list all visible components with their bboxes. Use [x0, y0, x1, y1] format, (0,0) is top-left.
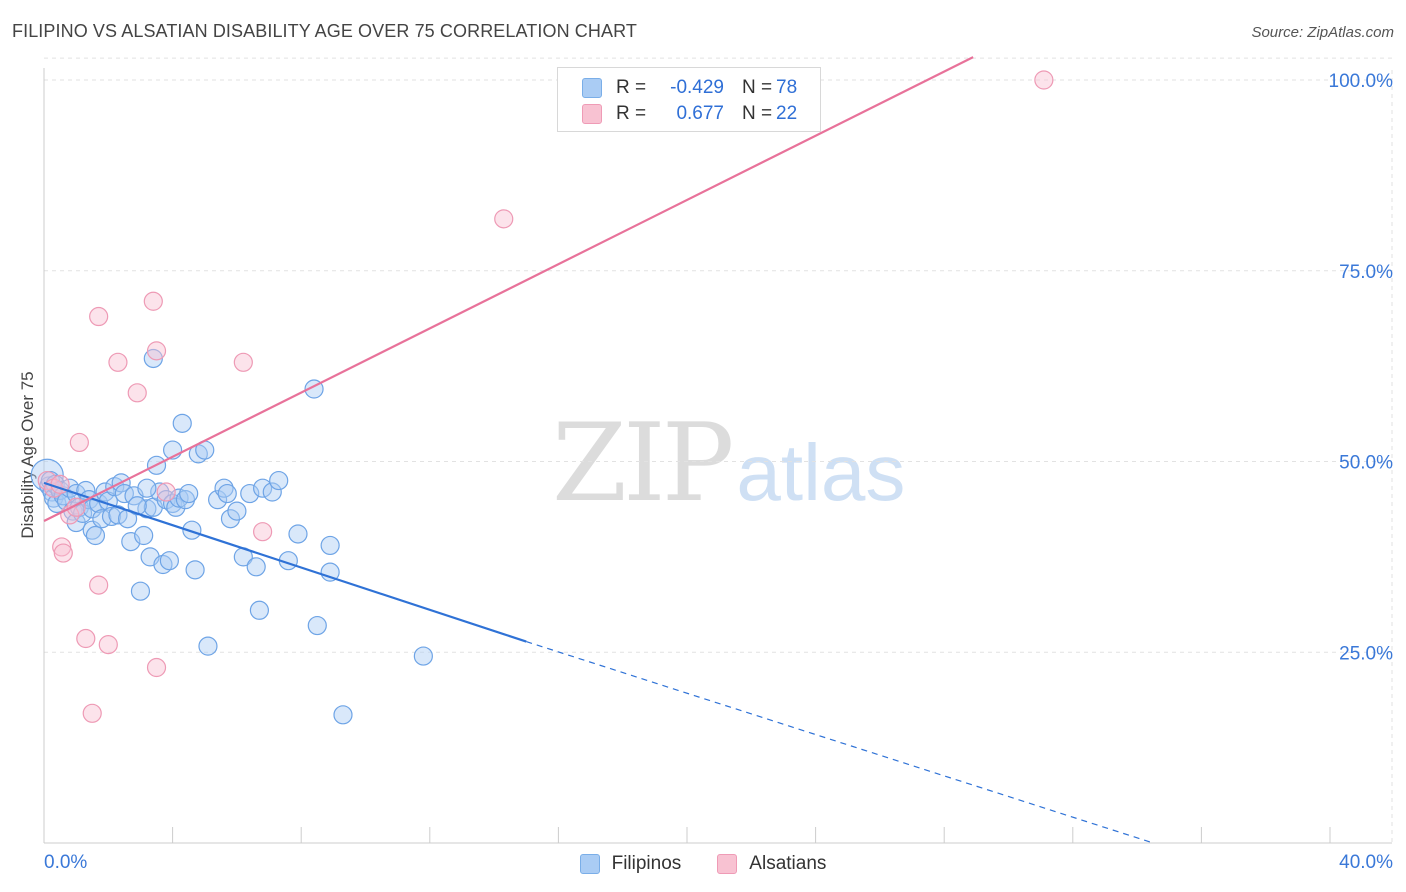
filipinos-point: [333, 705, 353, 725]
correlation-legend: R = -0.429 N = 78 R = 0.677 N = 22: [557, 67, 821, 132]
filipinos-point: [108, 505, 128, 525]
legend-item-filipinos[interactable]: Filipinos: [579, 853, 682, 875]
alsatians-point: [82, 703, 102, 723]
alsatians-point: [69, 432, 89, 453]
y-tick-label-50: 50.0%: [1339, 453, 1393, 474]
filipinos-point: [179, 483, 199, 504]
alsatians-legend-label: Alsatians: [749, 853, 827, 874]
alsatians-point: [89, 306, 109, 327]
alsatians-point: [146, 657, 167, 678]
filipinos-point: [101, 506, 122, 527]
filipinos-legend-swatch: [579, 854, 600, 874]
filipinos-point: [320, 535, 340, 556]
filipinos-point: [130, 581, 151, 601]
filipinos-point: [246, 557, 266, 577]
filipinos-point: [262, 482, 282, 502]
alsatians-point: [98, 635, 118, 655]
alsatians-point: [253, 522, 273, 542]
x-tick-label-min: 0.0%: [44, 852, 88, 873]
alsatians-point: [53, 543, 73, 563]
alsatians-point: [146, 341, 167, 361]
legend-row-filipinos: R = -0.429 N = 78: [582, 76, 797, 100]
alsatians-point: [143, 291, 163, 311]
filipinos-point: [269, 470, 289, 491]
y-tick-label-75: 75.0%: [1339, 262, 1393, 283]
y-tick-label-25: 25.0%: [1339, 643, 1393, 664]
filipinos-point: [413, 646, 433, 666]
filipinos-point: [217, 483, 237, 504]
legend-item-alsatians[interactable]: Alsatians: [717, 853, 826, 875]
alsatians-point: [76, 628, 96, 649]
filipinos-point: [182, 520, 202, 540]
filipinos-point: [253, 478, 273, 498]
r-label: R =: [616, 77, 647, 98]
filipinos-point: [307, 615, 327, 636]
filipinos-point: [134, 525, 154, 546]
filipinos-r-value: -0.429: [670, 77, 724, 98]
n-label: N =: [742, 77, 773, 98]
filipinos-point: [288, 524, 308, 544]
alsatians-point: [233, 352, 253, 372]
alsatians-point: [494, 209, 514, 229]
filipinos-point: [159, 551, 179, 571]
alsatians-point: [127, 383, 147, 403]
filipinos-legend-label: Filipinos: [611, 853, 682, 874]
filipinos-point: [249, 600, 270, 620]
x-tick-label-max: 40.0%: [1339, 852, 1393, 873]
alsatians-r-value: 0.677: [676, 103, 724, 124]
y-tick-label-100: 100.0%: [1329, 71, 1394, 92]
alsatians-legend-swatch: [717, 854, 738, 874]
filipinos-point: [220, 509, 241, 529]
legend-row-alsatians: R = 0.677 N = 22: [582, 102, 797, 126]
filipinos-point: [185, 560, 205, 580]
alsatians-point: [1034, 70, 1054, 90]
source-credit: Source: ZipAtlas.com: [1251, 24, 1394, 41]
alsatians-point: [108, 352, 128, 372]
series-legend: Filipinos Alsatians: [0, 852, 1406, 876]
filipinos-point: [240, 483, 260, 504]
alsatians-point: [89, 575, 109, 595]
r-label: R =: [616, 103, 647, 124]
alsatians-swatch: [582, 104, 602, 124]
filipinos-n-value: 78: [776, 77, 798, 98]
alsatians-n-value: 22: [776, 103, 798, 124]
filipinos-point: [214, 478, 234, 498]
filipinos-point: [172, 413, 192, 433]
alsatians-trendline: [43, 56, 974, 522]
filipinos-point: [227, 501, 247, 521]
n-label: N =: [742, 103, 773, 124]
filipinos-point: [137, 478, 157, 498]
filipinos-point: [127, 496, 147, 516]
filipinos-swatch: [582, 78, 602, 98]
filipinos-point: [85, 525, 106, 546]
filipinos-point: [198, 636, 218, 656]
filipinos-trendline-extension: [526, 640, 1154, 844]
filipinos-trendline: [43, 481, 527, 643]
filipinos-point: [150, 482, 170, 502]
filipinos-point: [208, 490, 228, 510]
alsatians-point: [156, 482, 176, 502]
chart-title: FILIPINO VS ALSATIAN DISABILITY AGE OVER…: [12, 21, 637, 41]
